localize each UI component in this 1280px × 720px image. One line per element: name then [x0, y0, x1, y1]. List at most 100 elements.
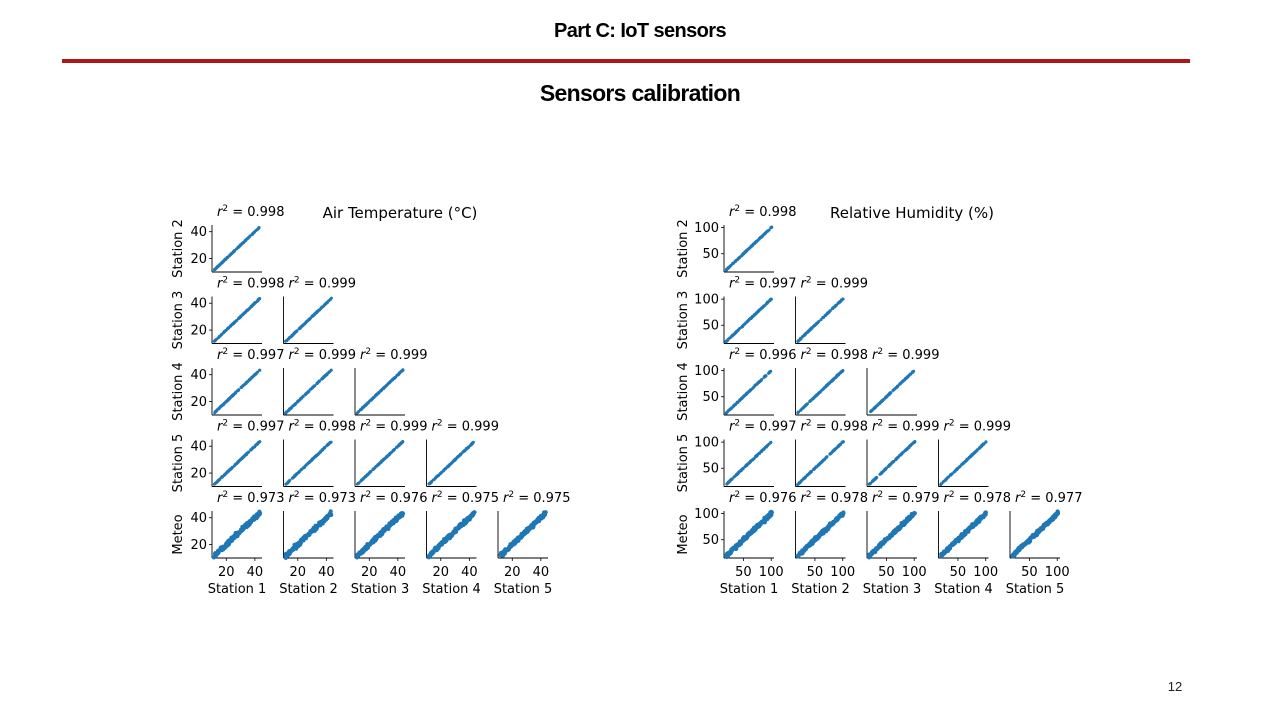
scatter-point: [301, 323, 305, 327]
scatter-point: [326, 442, 330, 446]
scatter-point: [744, 321, 748, 325]
scatter-point: [828, 309, 832, 313]
superscript-2: 2: [806, 419, 812, 429]
x-tick-label: 100: [902, 565, 927, 580]
superscript-2: 2: [365, 490, 371, 500]
scatter-point: [880, 399, 884, 403]
scatter-point: [212, 339, 216, 343]
y-tick-label: 20: [190, 538, 207, 553]
r-squared-value: = 0.973: [228, 491, 284, 506]
superscript-2: 2: [806, 490, 812, 500]
r-squared-value: = 0.999: [300, 277, 356, 292]
scatter-point: [887, 464, 891, 468]
column-label: Station 5: [1006, 582, 1065, 597]
scatter-point: [807, 543, 812, 548]
scatter-point: [305, 320, 308, 324]
row-label: Meteo: [171, 514, 186, 554]
r-symbol: r: [432, 491, 439, 506]
scatter-point: [234, 533, 239, 538]
scatter-point: [223, 545, 228, 550]
scatter-point: [293, 402, 297, 406]
scatter-point: [253, 373, 257, 376]
scatter-point: [285, 410, 289, 414]
r-squared-label: r2 = 0.975: [503, 490, 570, 506]
scatter-point: [219, 405, 223, 409]
scatter-point: [290, 547, 295, 552]
scatter-point: [436, 544, 441, 549]
scatter-point: [826, 312, 829, 315]
scatter-point: [831, 378, 835, 382]
r-squared-label: r2 = 0.999: [872, 347, 939, 363]
scatter-point: [891, 531, 896, 536]
r-symbol: r: [872, 491, 879, 506]
superscript-2: 2: [222, 276, 228, 286]
r-squared-value: = 0.999: [883, 348, 939, 363]
scatter-point: [727, 551, 732, 556]
scatter-point: [982, 512, 987, 517]
scatter-point: [803, 476, 807, 480]
scatter-point: [883, 537, 888, 542]
scatter-point: [906, 375, 910, 379]
scatter-point: [376, 463, 380, 467]
y-tick-label: 40: [190, 511, 207, 526]
scatter-point: [763, 231, 767, 235]
scatter-point: [751, 527, 756, 532]
scatter-subplot: r2 = 0.998: [723, 204, 796, 273]
scatter-point: [740, 396, 744, 400]
scatter-point: [955, 537, 960, 542]
scatter-point: [817, 320, 821, 323]
superscript-2: 2: [734, 490, 740, 500]
scatter-point: [755, 311, 759, 315]
r-symbol: r: [217, 420, 224, 435]
r-squared-label: r2 = 0.973: [289, 490, 356, 506]
r-squared-value: = 0.997: [228, 420, 284, 435]
scatter-point: [289, 406, 293, 410]
scatter-point: [821, 459, 825, 463]
scatter-point: [808, 328, 812, 332]
scatter-point: [287, 479, 291, 483]
scatter-point: [953, 469, 957, 473]
scatter-point: [388, 381, 392, 385]
r-symbol: r: [360, 491, 367, 506]
scatter-point: [823, 314, 827, 318]
scatter-point: [941, 549, 947, 554]
scatter-point: [249, 305, 253, 308]
scatter-point: [818, 462, 822, 465]
page-number: 12: [1167, 679, 1183, 694]
scatter-point: [871, 479, 875, 483]
scatter-point: [453, 529, 458, 534]
scatter-point: [770, 225, 774, 229]
scatter-point: [246, 451, 250, 455]
row-label: Meteo: [676, 514, 691, 554]
y-tick-label: 20: [190, 467, 207, 482]
scatter-point: [298, 326, 302, 330]
scatter-point: [817, 533, 822, 538]
scatter-point: [229, 395, 233, 399]
row-label: Station 4: [676, 362, 691, 421]
scatter-point: [396, 373, 400, 377]
scatter-point: [441, 469, 445, 473]
scatter-point: [1013, 550, 1018, 555]
scatter-point: [252, 302, 256, 306]
r-squared-label: r2 = 0.997: [729, 419, 796, 435]
x-tick-label: 20: [218, 565, 235, 580]
superscript-2: 2: [222, 419, 228, 429]
scatter-point: [432, 548, 437, 553]
r-squared-value: = 0.999: [371, 348, 427, 363]
y-tick-label: 100: [694, 293, 719, 308]
y-tick-label: 40: [190, 440, 207, 455]
scatter-point: [809, 470, 813, 474]
r-squared-value: = 0.998: [740, 205, 796, 220]
scatter-point: [361, 477, 365, 481]
scatter-point: [311, 457, 315, 461]
scatter-point: [727, 336, 731, 340]
r-symbol: r: [289, 348, 296, 363]
scatter-point: [401, 440, 405, 444]
scatter-point: [810, 397, 814, 401]
scatter-point: [827, 382, 831, 385]
scatter-point: [313, 312, 317, 316]
scatter-point: [734, 330, 738, 334]
scatter-point: [799, 408, 803, 412]
scatter-point: [757, 237, 761, 241]
x-tick-label: 100: [759, 565, 784, 580]
